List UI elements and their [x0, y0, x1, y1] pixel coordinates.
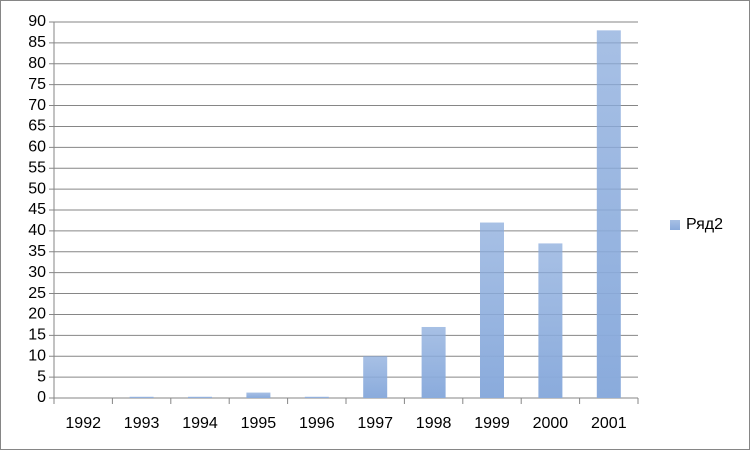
bar	[363, 356, 388, 398]
bar	[304, 396, 329, 398]
bar	[596, 30, 621, 398]
x-tick-label: 1996	[299, 415, 335, 432]
y-tick-label: 20	[28, 306, 46, 323]
y-tick-label: 40	[28, 222, 46, 239]
y-tick-label: 80	[28, 55, 46, 72]
y-tick-label: 25	[28, 285, 46, 302]
legend-swatch[interactable]	[670, 220, 680, 230]
x-tick-label: 1994	[182, 415, 218, 432]
bar	[538, 243, 563, 398]
y-tick-label: 15	[28, 327, 46, 344]
x-tick-label: 2001	[591, 415, 627, 432]
y-tick-label: 70	[28, 97, 46, 114]
x-tick-label: 1992	[65, 415, 101, 432]
bar	[480, 222, 504, 398]
y-tick-label: 50	[28, 180, 46, 197]
bar	[421, 326, 446, 398]
y-tick-label: 0	[37, 389, 46, 406]
x-tick-label: 1995	[241, 415, 277, 432]
y-tick-label: 45	[28, 201, 46, 218]
x-tick-label: 1998	[416, 415, 452, 432]
y-tick-label: 60	[28, 139, 46, 156]
y-tick-label: 85	[28, 34, 46, 51]
bar	[246, 392, 271, 398]
y-tick-label: 35	[28, 243, 46, 260]
legend-label: Ряд2	[686, 216, 723, 233]
x-tick-label: 1999	[474, 415, 510, 432]
bar	[129, 396, 154, 398]
y-tick-label: 30	[28, 264, 46, 281]
y-tick-label: 65	[28, 118, 46, 135]
y-tick-label: 10	[28, 347, 46, 364]
x-tick-label: 1993	[124, 415, 160, 432]
y-tick-label: 90	[28, 13, 46, 30]
y-tick-label: 55	[28, 159, 46, 176]
y-tick-label: 75	[28, 76, 46, 93]
bar	[188, 396, 212, 398]
y-tick-label: 5	[37, 368, 46, 385]
x-tick-label: 2000	[533, 415, 569, 432]
x-tick-label: 1997	[357, 415, 393, 432]
